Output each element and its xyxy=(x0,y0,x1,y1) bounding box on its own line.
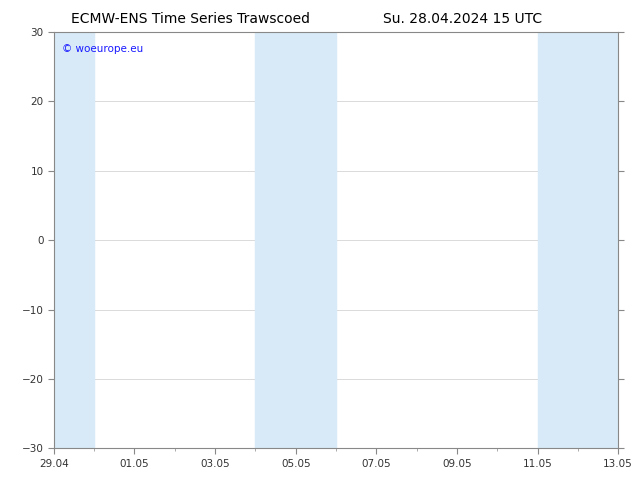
Bar xyxy=(578,32,618,448)
Text: Su. 28.04.2024 15 UTC: Su. 28.04.2024 15 UTC xyxy=(384,12,542,26)
Bar xyxy=(256,32,295,448)
Bar xyxy=(54,32,94,448)
Text: ECMW-ENS Time Series Trawscoed: ECMW-ENS Time Series Trawscoed xyxy=(71,12,309,26)
Bar xyxy=(538,32,578,448)
Bar xyxy=(295,32,336,448)
Text: © woeurope.eu: © woeurope.eu xyxy=(62,44,144,54)
